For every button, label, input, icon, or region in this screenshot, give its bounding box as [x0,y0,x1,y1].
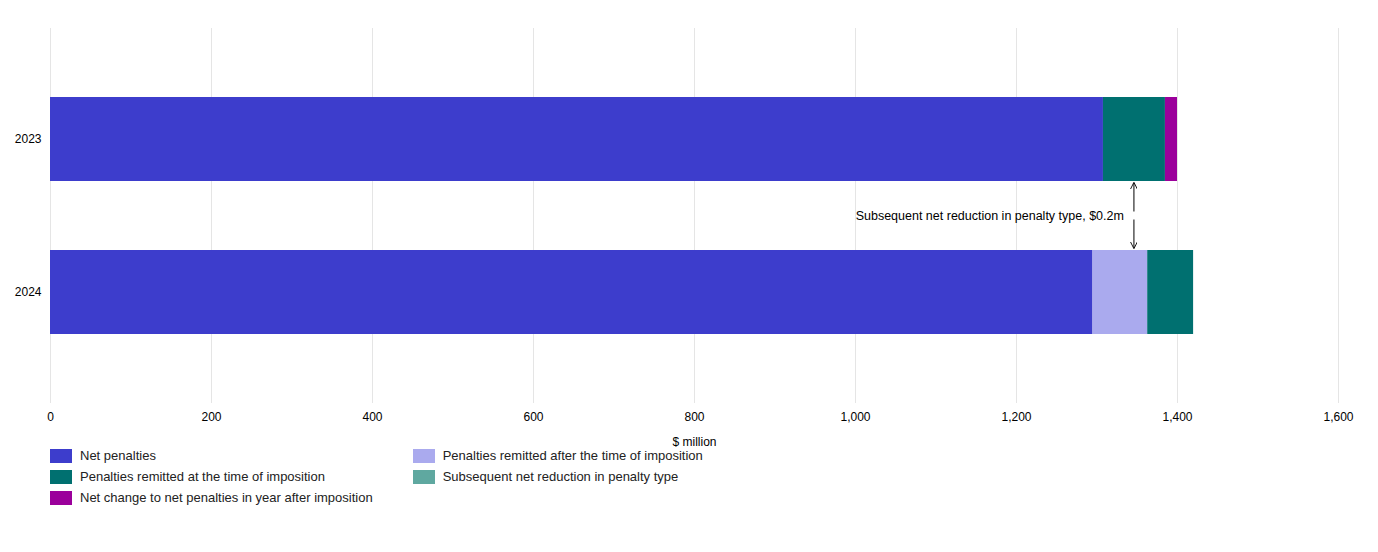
svg-text:200: 200 [201,410,221,424]
html-text:Penalties remitted after the t: Penalties remitted after the time of imp… [442,448,703,463]
svg-text:1,000: 1,000 [840,410,870,424]
html-text:Penalties remitted at the time: Penalties remitted at the time of imposi… [80,469,325,484]
svg-text:Subsequent net reduction in pe: Subsequent net reduction in penalty type… [856,209,1124,223]
svg-text:1,400: 1,400 [1162,410,1192,424]
html-text:Net penalties: Net penalties [80,448,156,463]
svg-text:0: 0 [47,410,54,424]
svg-text:800: 800 [684,410,704,424]
svg-text:1,200: 1,200 [1001,410,1031,424]
html-text:Subsequent net reduction in pe: Subsequent net reduction in penalty type [442,469,679,484]
svg-text:2024: 2024 [15,285,42,299]
svg-text:2023: 2023 [15,132,42,146]
svg-text:1,600: 1,600 [1323,410,1353,424]
svg-text:$ million: $ million [672,435,716,449]
html-text:Net change to net penalties in: Net change to net penalties in year afte… [80,490,373,505]
svg-text:600: 600 [523,410,543,424]
svg-text:400: 400 [362,410,382,424]
